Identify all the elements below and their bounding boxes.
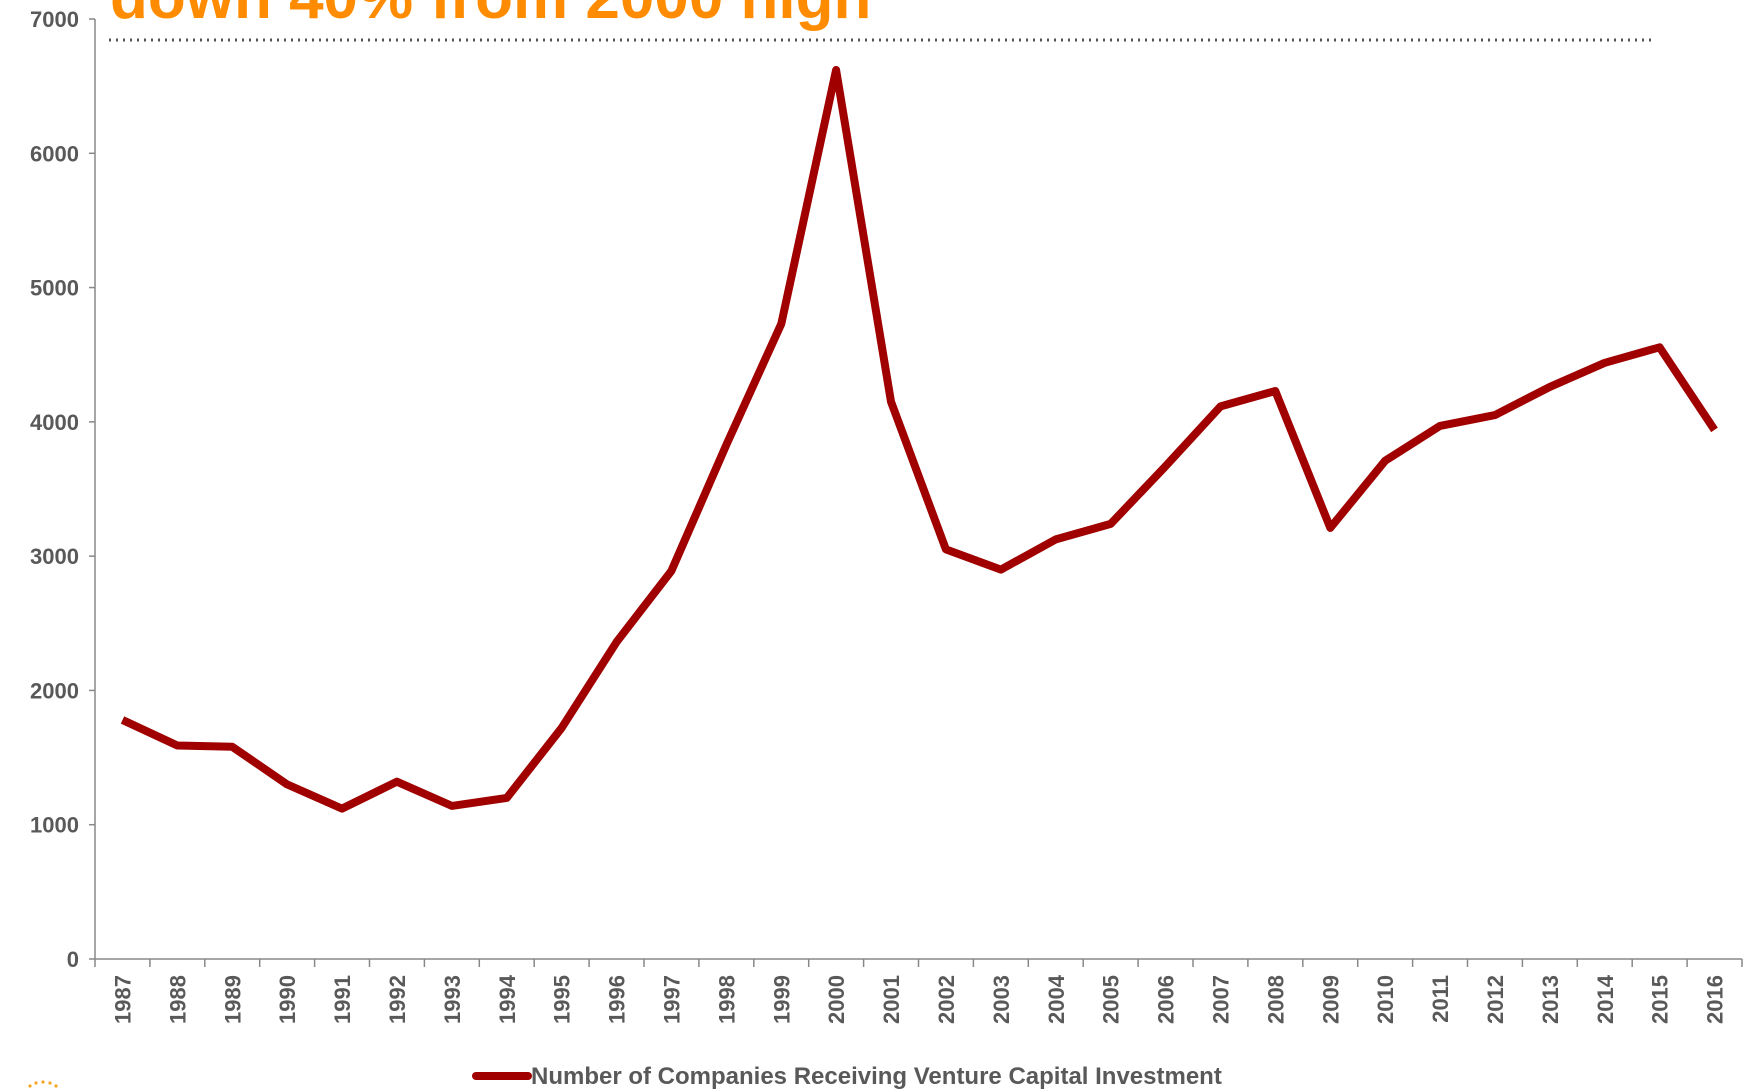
x-tick-label: 2009: [1318, 975, 1343, 1024]
chart-title: down 40% from 2000 high: [110, 0, 871, 32]
x-tick-label: 2013: [1538, 975, 1563, 1024]
x-tick-label: 2010: [1373, 975, 1398, 1024]
y-tick-label: 1000: [30, 813, 79, 838]
x-tick-label: 1987: [110, 975, 135, 1024]
x-tick-label: 1988: [165, 975, 190, 1024]
x-tick-label: 2007: [1208, 975, 1233, 1024]
x-tick-label: 2016: [1703, 975, 1728, 1024]
legend-label: Number of Companies Receiving Venture Ca…: [531, 1063, 1222, 1090]
x-tick-label: 2001: [879, 975, 904, 1024]
x-tick-label: 2014: [1593, 974, 1618, 1024]
y-tick-label: 0: [67, 947, 79, 972]
x-tick-label: 1994: [495, 974, 520, 1024]
x-tick-label: 1996: [605, 975, 630, 1024]
x-tick-label: 1989: [220, 975, 245, 1024]
series-line: [120, 66, 1718, 813]
x-tick-label: 1998: [714, 975, 739, 1024]
y-tick-label: 7000: [30, 7, 79, 32]
x-tick-label: 2015: [1648, 975, 1673, 1024]
x-tick-label: 1997: [659, 975, 684, 1024]
x-tick-label: 2012: [1483, 975, 1508, 1024]
y-tick-label: 2000: [30, 678, 79, 703]
y-tick-label: 3000: [30, 544, 79, 569]
x-tick-label: 2002: [934, 975, 959, 1024]
x-tick-label: 1993: [440, 975, 465, 1024]
x-tick-label: 2006: [1154, 975, 1179, 1024]
logo: [28, 1080, 58, 1088]
x-tick-label: 1999: [769, 975, 794, 1024]
y-tick-label: 4000: [30, 410, 79, 435]
x-tick-label: 2005: [1099, 975, 1124, 1024]
y-tick-label: 5000: [30, 276, 79, 301]
x-tick-label: 2008: [1263, 975, 1288, 1024]
x-tick-label: 1991: [330, 975, 355, 1024]
x-tick-label: 2011: [1428, 975, 1453, 1023]
x-tick-label: 1995: [550, 975, 575, 1024]
x-tick-label: 2000: [824, 975, 849, 1024]
x-tick-label: 2003: [989, 975, 1014, 1024]
x-tick-label: 1990: [275, 975, 300, 1024]
y-tick-label: 6000: [30, 141, 79, 166]
x-tick-label: 1992: [385, 975, 410, 1024]
x-tick-label: 2004: [1044, 974, 1069, 1024]
